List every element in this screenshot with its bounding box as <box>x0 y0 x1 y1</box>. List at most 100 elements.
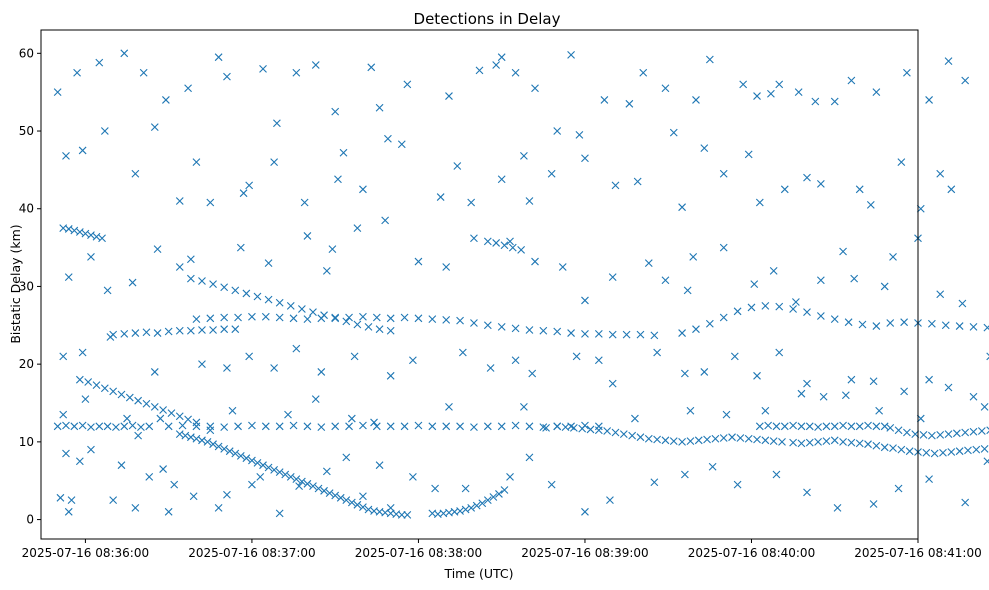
data-point <box>761 301 770 310</box>
data-point <box>850 274 859 283</box>
data-point <box>744 150 753 159</box>
data-point <box>830 315 839 323</box>
data-point <box>331 313 340 322</box>
data-point <box>131 169 140 178</box>
data-point <box>686 406 695 415</box>
data-point <box>445 92 453 100</box>
data-point <box>903 428 911 437</box>
data-point <box>256 472 265 481</box>
data-point <box>112 423 120 431</box>
data-point <box>270 465 279 474</box>
data-point <box>153 329 162 337</box>
data-point <box>264 295 273 304</box>
data-point <box>198 436 206 445</box>
data-point <box>175 197 184 205</box>
data-point <box>359 492 367 501</box>
data-point <box>972 445 981 454</box>
y-axis-label: Bistatic Delay (km) <box>8 224 23 343</box>
data-point <box>830 97 839 106</box>
data-point <box>833 504 842 512</box>
data-point <box>719 313 728 322</box>
data-point <box>186 433 195 442</box>
data-point <box>628 431 637 440</box>
data-point <box>653 348 662 357</box>
data-point <box>331 107 340 116</box>
data-point <box>386 371 395 380</box>
data-point <box>936 290 945 299</box>
data-point <box>900 387 909 396</box>
data-point <box>428 315 437 323</box>
data-point <box>558 263 567 271</box>
data-point <box>581 296 589 305</box>
data-markers <box>53 49 989 519</box>
data-point <box>855 439 864 448</box>
data-point <box>186 255 195 264</box>
data-point <box>797 389 806 398</box>
x-axis-ticks: 2025-07-16 08:36:00 2025-07-16 08:37:00 20… <box>22 539 982 560</box>
data-point <box>192 418 201 427</box>
data-point <box>403 80 412 89</box>
data-point <box>506 472 514 481</box>
data-point <box>581 154 589 163</box>
data-point <box>495 490 503 498</box>
data-point <box>345 313 353 322</box>
data-point <box>772 422 781 431</box>
data-point <box>922 448 931 457</box>
data-point <box>81 395 90 404</box>
data-point <box>442 315 451 324</box>
data-point <box>683 286 692 295</box>
data-point <box>336 493 345 502</box>
data-point <box>958 299 967 308</box>
data-point <box>511 324 520 333</box>
data-point <box>311 61 320 69</box>
data-point <box>511 421 520 430</box>
data-point <box>839 421 847 430</box>
data-point <box>897 158 906 166</box>
data-point <box>525 422 534 431</box>
data-point <box>386 422 395 431</box>
data-point <box>242 454 251 463</box>
data-point <box>328 245 337 254</box>
data-point <box>342 317 351 326</box>
data-point <box>730 352 739 361</box>
data-point <box>511 68 520 77</box>
data-point <box>150 368 159 376</box>
data-point <box>919 430 928 439</box>
data-point <box>539 326 548 335</box>
data-point <box>631 414 639 423</box>
data-point <box>872 441 881 450</box>
data-point <box>117 390 126 399</box>
data-point <box>791 298 800 306</box>
data-point <box>880 282 889 291</box>
data-point <box>275 313 284 322</box>
data-point <box>164 422 173 431</box>
data-point <box>567 50 575 59</box>
data-point <box>803 173 811 182</box>
data-point <box>225 447 234 456</box>
data-point <box>264 463 273 472</box>
data-point <box>100 384 109 393</box>
data-point <box>736 434 745 442</box>
data-point <box>275 422 284 431</box>
data-point <box>128 278 137 287</box>
data-point <box>62 152 70 160</box>
data-point <box>372 422 381 431</box>
data-point <box>303 479 312 488</box>
y-tick-label: 20 <box>19 357 34 371</box>
data-point <box>192 422 201 431</box>
data-point <box>889 444 897 452</box>
data-point <box>508 243 517 252</box>
data-point <box>223 364 231 372</box>
data-point <box>270 158 279 166</box>
data-point <box>359 421 367 430</box>
data-point <box>209 280 217 288</box>
data-point <box>220 325 229 334</box>
data-point <box>644 434 653 443</box>
data-point <box>728 433 736 442</box>
data-point <box>608 379 617 388</box>
data-point <box>164 507 173 516</box>
data-point <box>872 422 881 431</box>
data-point <box>900 318 909 327</box>
data-point <box>142 399 151 408</box>
